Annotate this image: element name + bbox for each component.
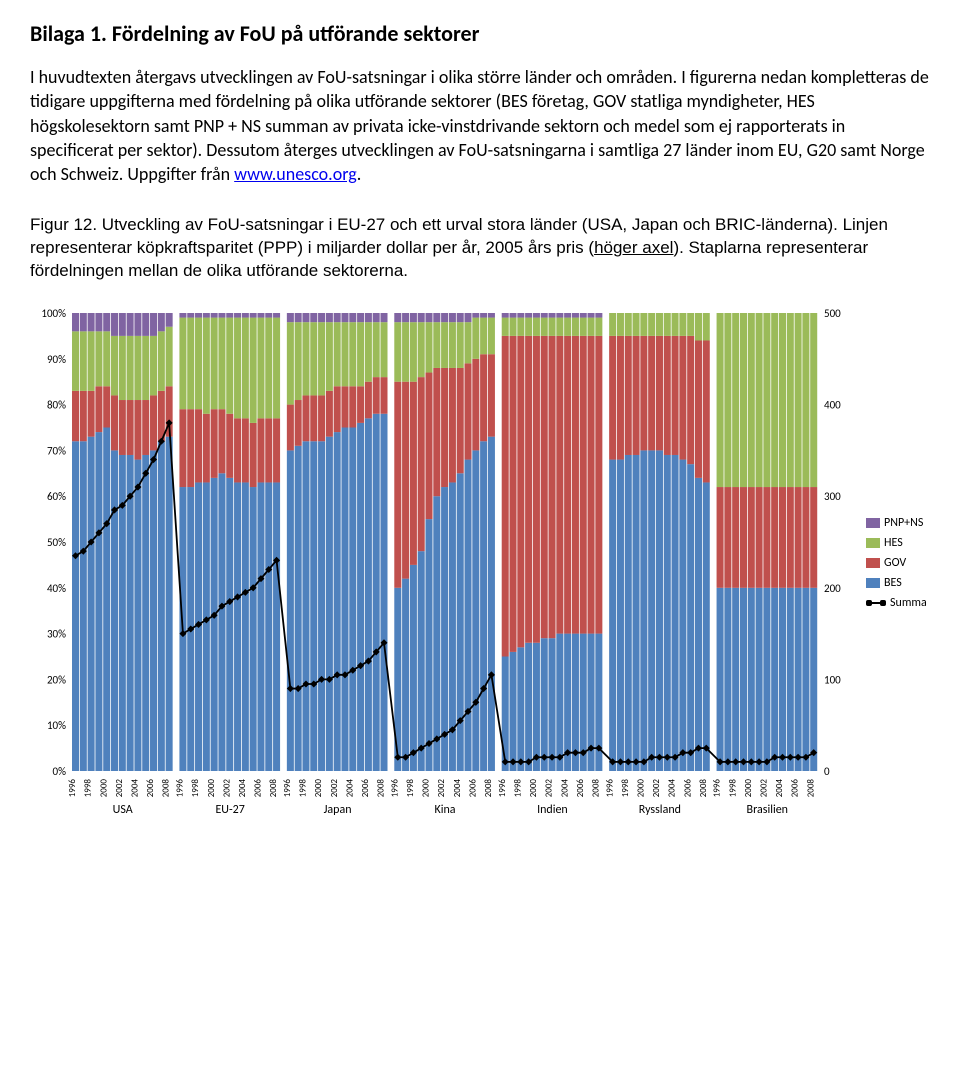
svg-text:2008: 2008 (161, 779, 172, 798)
legend-label-hes: HES (884, 536, 903, 550)
svg-text:2006: 2006 (790, 779, 801, 798)
svg-text:2006: 2006 (575, 779, 586, 798)
legend-label-bes: BES (884, 576, 902, 590)
legend-pnp: PNP+NS (866, 516, 930, 530)
svg-text:Kina: Kina (434, 803, 455, 817)
legend-swatch-bes (866, 578, 880, 588)
svg-text:2000: 2000 (313, 779, 324, 798)
chart-legend: PNP+NS HES GOV BES Summa (860, 303, 930, 823)
chart-svg: 0% 10% 20% 30% 40% 50% 60% 70% 80% 90% 100% 0 100 200… (30, 303, 850, 823)
caption-underline: höger axel (594, 238, 673, 257)
legend-gov: GOV (866, 556, 930, 570)
svg-text:Japan: Japan (324, 803, 352, 817)
intro-paragraph: I huvudtexten återgavs utvecklingen av F… (30, 65, 930, 186)
page-title: Bilaga 1. Fördelning av FoU på utförande… (30, 20, 930, 47)
legend-label-pnp: PNP+NS (884, 516, 923, 530)
svg-text:2002: 2002 (114, 779, 125, 798)
svg-text:2006: 2006 (360, 779, 371, 798)
svg-text:100%: 100% (41, 307, 66, 320)
svg-text:2006: 2006 (682, 779, 693, 798)
svg-text:2006: 2006 (467, 779, 478, 798)
legend-label-gov: GOV (884, 556, 906, 570)
svg-text:2004: 2004 (452, 779, 463, 798)
svg-text:1996: 1996 (497, 779, 508, 798)
svg-text:2002: 2002 (651, 779, 662, 798)
legend-swatch-pnp (866, 518, 880, 528)
svg-text:500: 500 (824, 307, 841, 320)
svg-text:1998: 1998 (83, 779, 94, 798)
svg-text:1996: 1996 (389, 779, 400, 798)
svg-text:EU-27: EU-27 (215, 803, 244, 817)
legend-line-icon (866, 602, 886, 604)
legend-swatch-gov (866, 558, 880, 568)
svg-text:50%: 50% (47, 536, 66, 549)
svg-text:Brasilien: Brasilien (747, 803, 788, 817)
figure-caption: Figur 12. Utveckling av FoU-satsningar i… (30, 214, 930, 283)
para-text-a: I huvudtexten återgavs utvecklingen av F… (30, 66, 929, 185)
svg-text:USA: USA (113, 803, 133, 817)
svg-text:60%: 60% (47, 490, 66, 503)
svg-text:2000: 2000 (206, 779, 217, 798)
svg-text:2000: 2000 (421, 779, 432, 798)
svg-text:2000: 2000 (743, 779, 754, 798)
svg-text:2000: 2000 (98, 779, 109, 798)
svg-text:2004: 2004 (237, 779, 248, 798)
para-text-b: . (357, 163, 362, 185)
svg-text:2004: 2004 (774, 779, 785, 798)
svg-text:2008: 2008 (268, 779, 279, 798)
svg-text:2002: 2002 (436, 779, 447, 798)
svg-text:Ryssland: Ryssland (639, 803, 681, 817)
svg-text:2006: 2006 (145, 779, 156, 798)
svg-text:2004: 2004 (667, 779, 678, 798)
svg-text:2008: 2008 (376, 779, 387, 798)
svg-text:2002: 2002 (759, 779, 770, 798)
svg-text:80%: 80% (47, 399, 66, 412)
svg-text:200: 200 (824, 582, 841, 595)
svg-text:90%: 90% (47, 353, 66, 366)
svg-text:70%: 70% (47, 445, 66, 458)
legend-swatch-hes (866, 538, 880, 548)
svg-text:2008: 2008 (590, 779, 601, 798)
svg-text:2008: 2008 (805, 779, 816, 798)
svg-text:2002: 2002 (544, 779, 555, 798)
svg-text:40%: 40% (47, 582, 66, 595)
svg-text:1998: 1998 (190, 779, 201, 798)
svg-text:1996: 1996 (604, 779, 615, 798)
svg-text:1996: 1996 (175, 779, 186, 798)
legend-bes: BES (866, 576, 930, 590)
svg-text:1998: 1998 (727, 779, 738, 798)
chart-plot: 0% 10% 20% 30% 40% 50% 60% 70% 80% 90% 100% 0 100 200… (30, 303, 860, 823)
unesco-link[interactable]: www.unesco.org (234, 163, 357, 185)
legend-summa: Summa (866, 596, 930, 610)
svg-text:1996: 1996 (712, 779, 723, 798)
svg-text:2004: 2004 (344, 779, 355, 798)
svg-text:2006: 2006 (253, 779, 264, 798)
svg-text:1998: 1998 (620, 779, 631, 798)
svg-text:100: 100 (824, 674, 841, 687)
svg-text:1998: 1998 (512, 779, 523, 798)
svg-text:1996: 1996 (67, 779, 78, 798)
svg-text:2004: 2004 (130, 779, 141, 798)
svg-text:300: 300 (824, 490, 841, 503)
svg-text:30%: 30% (47, 628, 66, 641)
chart-container: 0% 10% 20% 30% 40% 50% 60% 70% 80% 90% 100% 0 100 200… (30, 303, 930, 823)
svg-text:2002: 2002 (329, 779, 340, 798)
svg-text:2008: 2008 (483, 779, 494, 798)
svg-text:2000: 2000 (635, 779, 646, 798)
svg-text:2004: 2004 (559, 779, 570, 798)
svg-text:0%: 0% (53, 765, 67, 778)
svg-text:2008: 2008 (698, 779, 709, 798)
svg-text:1998: 1998 (298, 779, 309, 798)
svg-text:2002: 2002 (221, 779, 232, 798)
svg-text:10%: 10% (47, 719, 66, 732)
svg-text:1998: 1998 (405, 779, 416, 798)
svg-text:0: 0 (824, 765, 830, 778)
legend-label-summa: Summa (890, 596, 927, 610)
svg-text:1996: 1996 (282, 779, 293, 798)
svg-text:Indien: Indien (537, 803, 568, 817)
svg-text:400: 400 (824, 399, 841, 412)
svg-text:20%: 20% (47, 674, 66, 687)
legend-hes: HES (866, 536, 930, 550)
svg-text:2000: 2000 (528, 779, 539, 798)
